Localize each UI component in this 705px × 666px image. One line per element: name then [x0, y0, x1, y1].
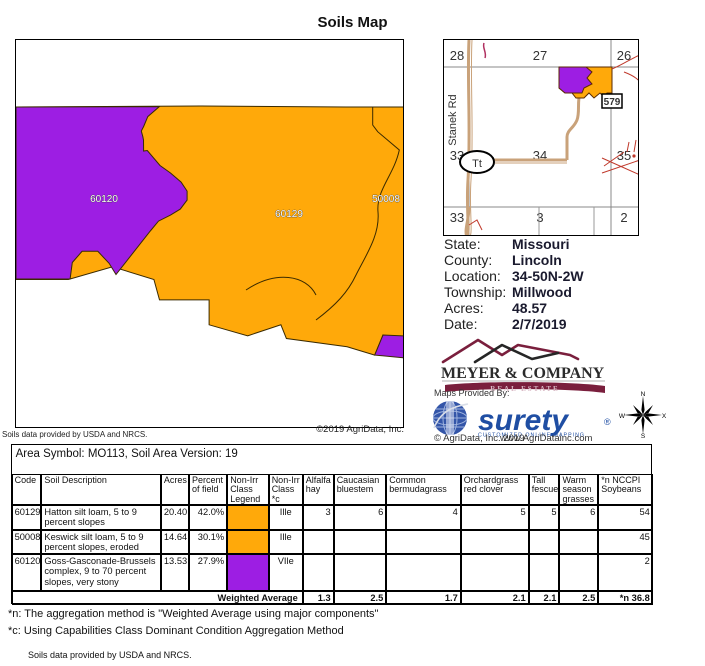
- svg-text:®: ®: [604, 417, 611, 427]
- svg-text:579: 579: [604, 97, 621, 108]
- svg-text:MEYER & COMPANY: MEYER & COMPANY: [441, 365, 605, 382]
- svg-text:3: 3: [536, 210, 543, 225]
- svg-text:60120: 60120: [90, 194, 118, 205]
- svg-text:S: S: [641, 433, 646, 439]
- svg-text:W: W: [619, 413, 626, 420]
- svg-text:N: N: [641, 391, 646, 398]
- svg-text:Stanek Rd: Stanek Rd: [447, 94, 459, 145]
- svg-text:60129: 60129: [275, 209, 303, 220]
- svg-text:28: 28: [450, 48, 464, 63]
- svg-text:Tt: Tt: [472, 158, 482, 170]
- svg-text:27: 27: [533, 48, 547, 63]
- svg-text:X: X: [662, 413, 667, 420]
- svg-text:33: 33: [450, 210, 464, 225]
- svg-text:50008: 50008: [372, 194, 400, 205]
- svg-text:2: 2: [620, 210, 627, 225]
